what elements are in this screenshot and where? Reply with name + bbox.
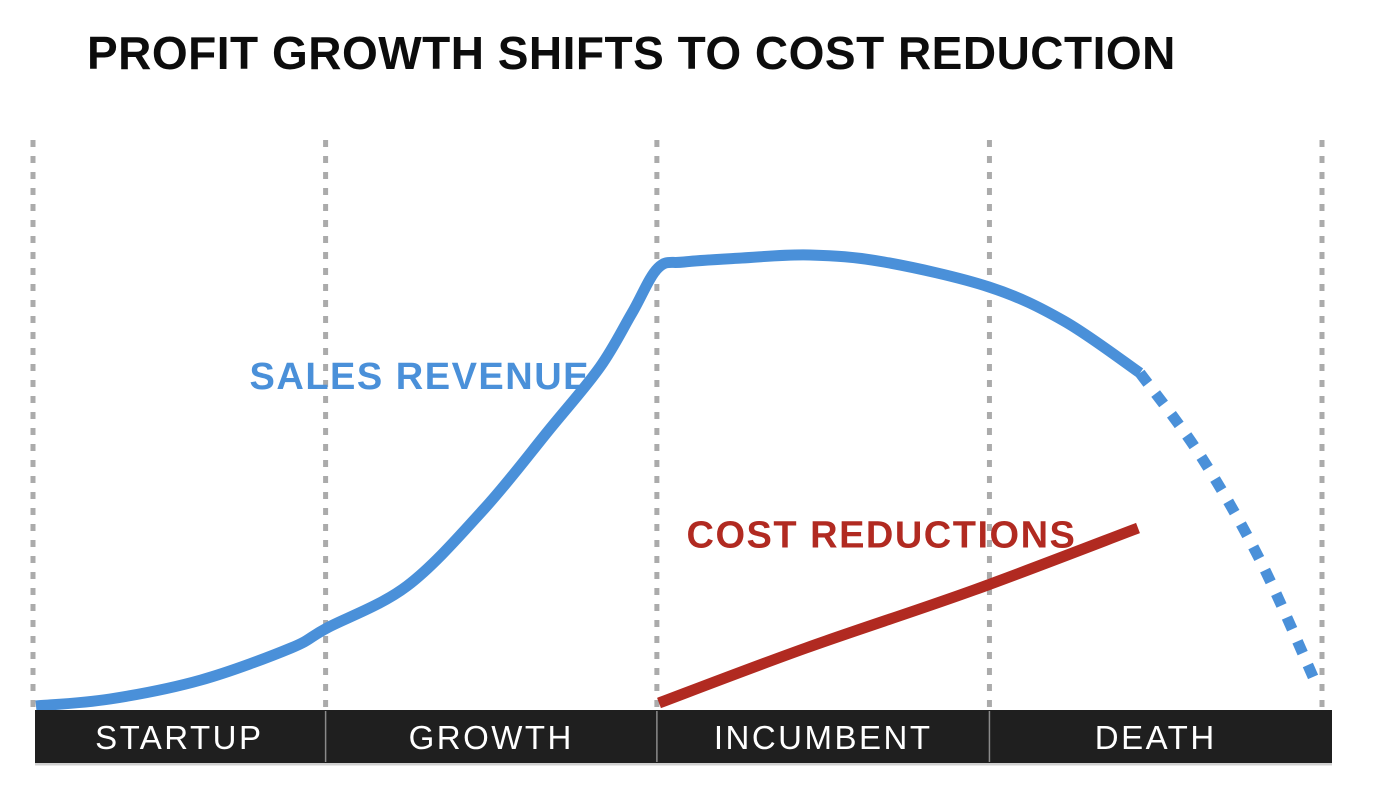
sales-revenue-curve xyxy=(35,249,1144,712)
phase-bar xyxy=(35,710,1332,763)
phase-label-growth: GROWTH xyxy=(409,719,574,756)
cost-reductions-label: COST REDUCTIONS xyxy=(687,514,1077,556)
cost-reductions-line xyxy=(657,522,1140,709)
phase-axis-bar-group: STARTUP GROWTH INCUMBENT DEATH xyxy=(35,710,1332,766)
chart-title: PROFIT GROWTH SHIFTS TO COST REDUCTION xyxy=(87,27,1176,79)
series-labels-group: SALES REVENUE COST REDUCTIONS xyxy=(250,356,1077,556)
phase-gridlines-group xyxy=(30,140,1325,709)
phase-label-incumbent: INCUMBENT xyxy=(714,719,933,756)
phase-label-death: DEATH xyxy=(1095,719,1217,756)
phase-bar-shadow xyxy=(35,763,1332,766)
sales-revenue-label: SALES REVENUE xyxy=(250,356,590,398)
chart-curves-group xyxy=(35,249,1324,712)
phase-label-startup: STARTUP xyxy=(95,719,263,756)
sales-revenue-projection-curve xyxy=(1135,369,1324,691)
